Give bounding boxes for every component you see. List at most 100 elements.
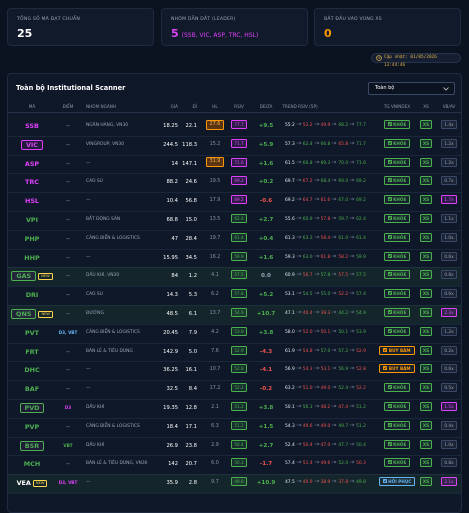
delta: +3.8 <box>258 405 274 411</box>
trend-arrow <box>349 141 355 145</box>
trend-arrow <box>314 272 320 276</box>
trend-arrow <box>331 197 337 201</box>
trend-arrow <box>296 310 302 314</box>
trend-value: 52.2 <box>302 123 313 128</box>
trend-value: 69.2 <box>356 179 366 185</box>
peak: 56.8 <box>185 198 197 205</box>
row-divider <box>8 229 461 231</box>
trend-value: 49.6 <box>320 461 331 467</box>
vnindex-text: KHỎE <box>393 291 407 297</box>
trend: 57.3 62.4 66.8 65.8 71.7 <box>285 136 366 155</box>
stat-card: TỔNG SỐ MÃ ĐẠT CHUẨN 25 <box>7 8 154 46</box>
trend-value: 58.0 <box>285 329 295 335</box>
trend-arrow <box>314 254 320 258</box>
score: — <box>65 292 71 298</box>
vnindex-text: KHỎE <box>393 422 407 428</box>
xs-badge: XS <box>419 251 433 261</box>
vnindex-cell: KHỎE <box>367 418 427 437</box>
trend-arrow <box>314 479 320 483</box>
dropdown-arrow <box>443 87 449 91</box>
score: — <box>65 141 71 147</box>
stat-card: NHÓM DẪN DẮT (LEADER) 5 (SSB, VIC, ASP, T… <box>161 8 308 46</box>
trend-value: 54.9 <box>356 311 366 316</box>
row-divider <box>8 192 461 194</box>
trend-value: 71.6 <box>356 160 366 166</box>
trend-value: 69.7 <box>285 179 295 185</box>
trend-value: 54.5 <box>302 292 313 298</box>
status-icon <box>387 404 392 408</box>
trend-value: 49.0 <box>320 386 331 392</box>
trend-arrow <box>314 197 320 201</box>
ticker: PVP <box>24 422 40 431</box>
sector: VINGROUP, VN30 <box>86 141 125 147</box>
vnindex-text: KHỎE <box>393 178 407 184</box>
trend-arrow <box>331 423 337 427</box>
trend-value: 40.4 <box>302 311 313 316</box>
ticker: DRI <box>25 291 39 300</box>
trend-arrow <box>314 404 320 408</box>
vnindex-cell: KHỎE <box>367 173 427 192</box>
peak: 12.8 <box>185 405 197 411</box>
vnindex-text: HỒI PHỤC <box>388 479 412 485</box>
volume-ratio: 2.1x <box>441 477 457 487</box>
ticker-cell: VIC <box>2 136 62 157</box>
hl-cell: 6.2 <box>185 286 245 305</box>
delta: +0.4 <box>258 235 274 242</box>
vnindex-text: KHỎE <box>393 216 407 221</box>
trend-arrow <box>349 329 355 333</box>
trend-arrow <box>331 122 337 126</box>
stat-value: 25 <box>17 27 33 40</box>
row-divider <box>8 455 461 457</box>
peak: 118.3 <box>182 141 197 148</box>
sector: CẢNG BIỂN & LOGISTICS <box>86 235 140 241</box>
vnindex-status: KHỎE <box>383 214 411 223</box>
trend-value: 51.0 <box>302 386 313 392</box>
delta: -0.2 <box>259 386 273 393</box>
xs-badge: XS <box>419 477 433 487</box>
trend-arrow <box>314 385 320 389</box>
vnindex-text: KHỎE <box>393 328 407 334</box>
vnindex-cell: BUY BÁM <box>367 343 427 362</box>
rsiv-cell: 77.7 <box>209 117 269 136</box>
volume-cell: 1.0x <box>419 437 469 456</box>
row-divider <box>8 380 461 382</box>
score: — <box>65 461 71 467</box>
row-divider <box>8 135 461 137</box>
vnindex-cell: KHỎE <box>367 155 427 174</box>
sector: ĐƯỜNG <box>86 311 104 316</box>
price: 32.5 <box>166 386 178 393</box>
hl-value: 15.2 <box>209 141 221 147</box>
trend-arrow <box>314 442 320 446</box>
clock-icon <box>376 55 382 61</box>
hl-cell: 19.5 <box>185 173 245 192</box>
ticker: PVT <box>25 328 39 337</box>
rsiv-value: 54.9 <box>231 308 247 317</box>
row-highlight <box>8 305 461 324</box>
trend-value: 47.7 <box>338 442 349 448</box>
xs-cell: XS <box>396 324 456 343</box>
column-header: TG VNINDEX <box>383 104 411 109</box>
ticker: PVD <box>19 403 45 413</box>
sector: CẢNG BIỂN & LOGISTICS <box>86 423 140 429</box>
trend-value: 63.3 <box>302 235 313 241</box>
vnindex-status: KHỎE <box>383 439 411 449</box>
peak: 24.6 <box>185 179 197 186</box>
trend-arrow <box>296 122 302 126</box>
trend: 47.1 40.4 39.3 44.2 54.9 <box>285 305 366 324</box>
vnindex-text: KHỎE <box>393 310 407 315</box>
trend-arrow <box>331 442 337 446</box>
trend-value: 67.0 <box>338 198 349 204</box>
row-divider <box>8 173 461 175</box>
volume-ratio: 1.5x <box>441 402 457 411</box>
price: 10.4 <box>166 198 178 205</box>
price: 18.4 <box>166 423 178 430</box>
hl-value: 31.9 <box>205 157 225 168</box>
filter-select[interactable]: Toàn bộ <box>368 82 455 95</box>
vnindex-status: KHỎE <box>383 326 411 336</box>
ticker: VIC <box>20 139 43 150</box>
price: 14.3 <box>166 292 178 299</box>
ticker: VEA <box>16 479 31 488</box>
trend: 59.3 63.0 61.8 58.2 59.9 <box>285 249 366 268</box>
xs-cell: XS <box>396 267 456 286</box>
xs-cell: XS <box>396 117 456 136</box>
